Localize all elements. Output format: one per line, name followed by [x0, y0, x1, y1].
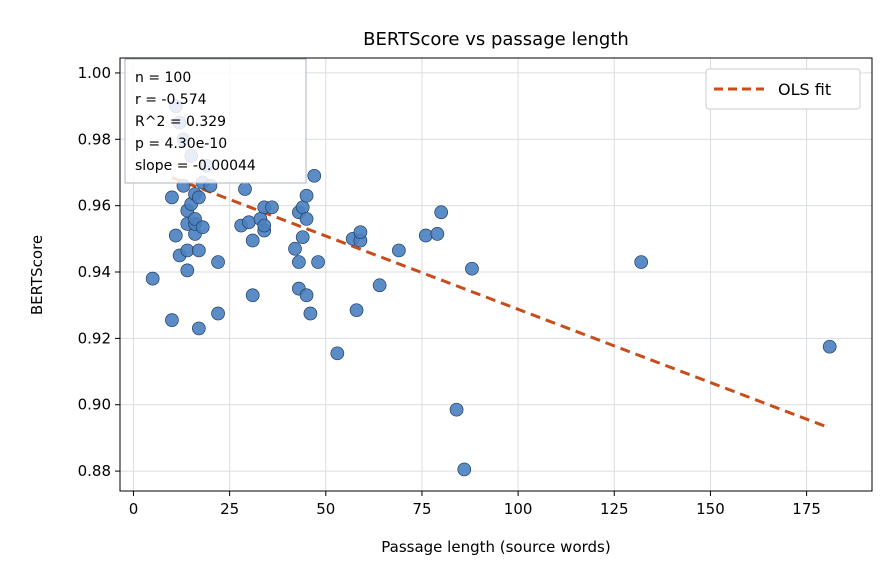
- data-point: [192, 243, 206, 258]
- y-tick-label: 0.88: [78, 462, 111, 480]
- data-point: [168, 228, 183, 243]
- ols-fit-line: [171, 176, 831, 430]
- data-point: [392, 243, 406, 258]
- data-point: [353, 225, 368, 240]
- data-point: [238, 182, 252, 196]
- data-point: [457, 462, 472, 477]
- y-axis-label: BERTScore: [28, 235, 46, 315]
- y-tick-label: 1.00: [78, 64, 111, 82]
- data-point: [292, 255, 306, 269]
- x-axis-ticks: 0 25 50 75 100 125 150 175: [129, 491, 821, 518]
- data-point: [295, 200, 310, 215]
- data-point: [430, 227, 445, 241]
- y-tick-label: 0.92: [78, 329, 111, 347]
- data-point: [295, 230, 310, 245]
- grid: [120, 58, 872, 491]
- data-point: [434, 205, 449, 220]
- legend-frame: [705, 68, 861, 110]
- data-point: [245, 233, 260, 248]
- data-point: [465, 261, 479, 276]
- data-point: [257, 218, 272, 233]
- data-point: [265, 200, 279, 215]
- data-point: [180, 263, 195, 278]
- data-point: [165, 190, 179, 205]
- data-point: [311, 255, 325, 269]
- x-tick-label: 100: [504, 500, 533, 518]
- data-point: [211, 306, 225, 321]
- data-point: [192, 190, 206, 205]
- data-point: [449, 402, 464, 417]
- x-tick-label: 125: [600, 500, 629, 518]
- y-axis-ticks: 0.88 0.90 0.92 0.94 0.96 0.98 1.00: [78, 64, 120, 480]
- data-point: [192, 321, 206, 336]
- y-tick-label: 0.90: [78, 396, 111, 414]
- data-point: [211, 255, 225, 269]
- x-tick-label: 75: [412, 500, 431, 518]
- x-axis-label: Passage length (source words): [381, 538, 610, 556]
- data-point: [245, 288, 260, 303]
- stats-line-n: n = 100: [135, 70, 191, 86]
- x-tick-label: 50: [316, 500, 335, 518]
- data-point: [242, 215, 256, 230]
- data-point: [145, 271, 160, 286]
- chart-title: BERTScore vs passage length: [363, 29, 629, 50]
- data-point: [165, 313, 179, 327]
- data-point: [372, 278, 387, 293]
- data-point: [634, 255, 649, 269]
- x-tick-label: 0: [129, 500, 139, 518]
- stats-line-r2: R^2 = 0.329: [135, 114, 226, 130]
- plot-frame: [119, 57, 873, 492]
- data-point: [418, 228, 433, 243]
- data-point: [299, 212, 314, 226]
- stats-box: n = 100 r = -0.574 R^2 = 0.329 p = 4.30e…: [124, 58, 307, 184]
- data-point: [330, 346, 345, 361]
- data-point: [195, 220, 210, 235]
- data-point: [303, 306, 318, 321]
- x-tick-label: 150: [696, 500, 725, 518]
- x-tick-label: 175: [792, 500, 821, 518]
- data-point: [180, 243, 195, 258]
- stats-line-p: p = 4.30e-10: [135, 136, 227, 152]
- stats-line-r: r = -0.574: [135, 92, 207, 108]
- data-point: [822, 339, 837, 354]
- y-tick-label: 0.94: [78, 263, 111, 281]
- y-tick-label: 0.96: [78, 197, 111, 215]
- x-tick-label: 25: [220, 500, 239, 518]
- data-point: [288, 241, 302, 256]
- data-point: [307, 168, 322, 183]
- data-point: [299, 288, 314, 303]
- legend: OLS fit: [705, 68, 861, 110]
- stats-box-frame: [124, 58, 307, 184]
- points-layer: [145, 99, 837, 477]
- y-tick-label: 0.98: [78, 130, 111, 148]
- data-point: [349, 303, 364, 318]
- fit-layer: [171, 176, 831, 430]
- legend-fit-label: OLS fit: [778, 80, 831, 99]
- stats-line-slope: slope = -0.00044: [135, 158, 256, 174]
- data-point: [299, 188, 314, 203]
